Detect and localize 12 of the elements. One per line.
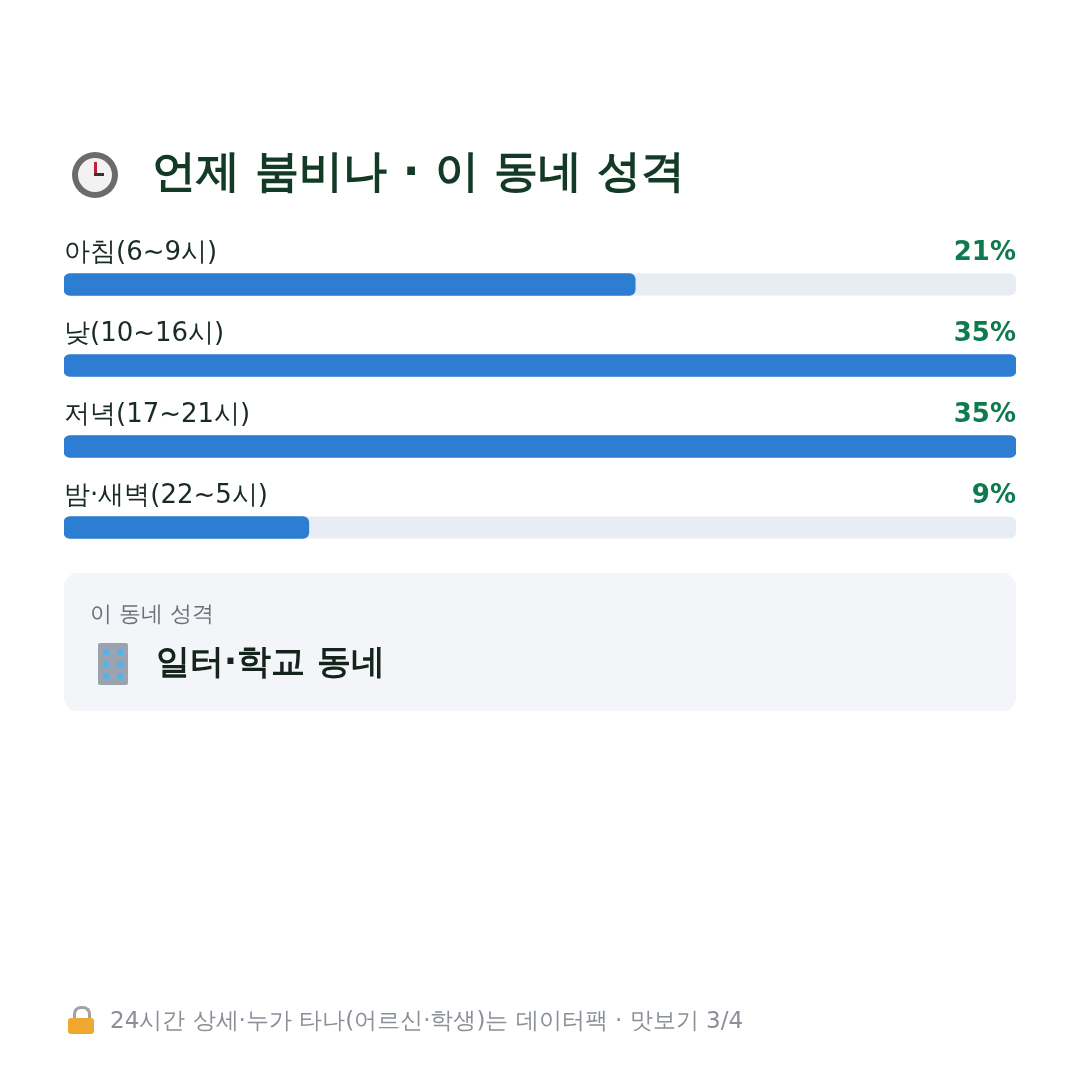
data-label: 35% [953, 398, 1016, 429]
y-tick-label: 낮(10~16시) [64, 317, 225, 348]
data-label: 9% [971, 479, 1016, 510]
text: 24시간 상세·누가 타나(어르신·학생)는 데이터팩 · 맛보기 3/4 [110, 1006, 744, 1035]
y-tick-label: 저녁(17~21시) [64, 398, 251, 429]
chart-title: 언제 붐비나 · 이 동네 성격 [152, 144, 686, 198]
y-tick-label: 아침(6~9시) [64, 236, 218, 267]
text: 일터·학교 동네 [156, 640, 385, 683]
data-label: 21% [953, 236, 1016, 267]
data-label: 35% [953, 317, 1016, 348]
y-tick-label: 밤·새벽(22~5시) [64, 479, 268, 510]
text: 이 동네 성격 [90, 600, 214, 628]
